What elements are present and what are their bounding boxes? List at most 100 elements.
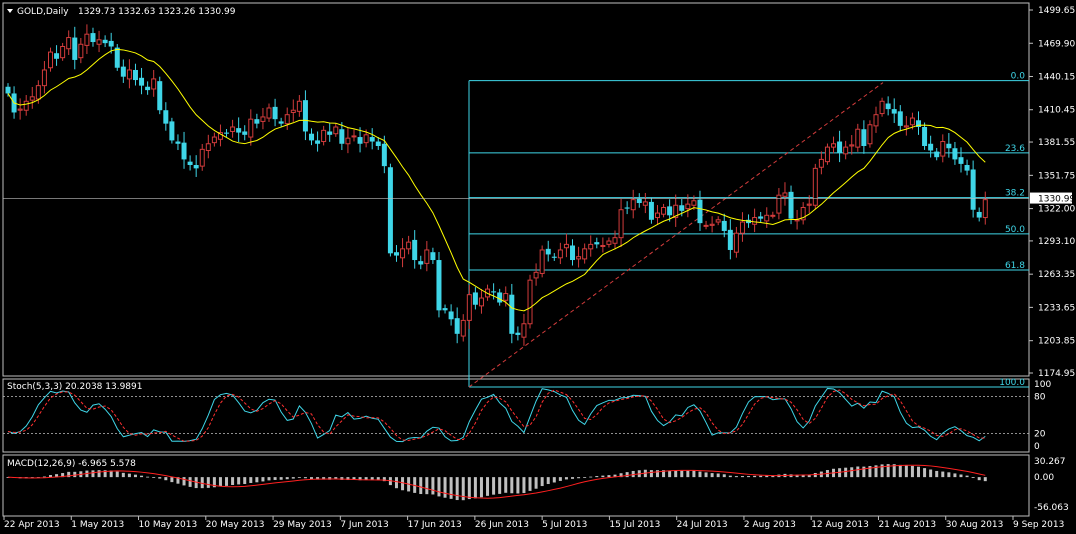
candle	[41, 61, 47, 94]
candle	[837, 130, 843, 163]
candle-body	[497, 292, 503, 303]
candle	[855, 123, 861, 152]
macd-histogram-bar	[886, 464, 890, 478]
candle	[551, 253, 557, 261]
candle	[879, 97, 885, 117]
candle	[521, 313, 527, 346]
macd-histogram-bar	[243, 477, 247, 485]
candle	[272, 98, 278, 127]
candle	[181, 131, 187, 169]
macd-histogram-bar	[801, 474, 805, 478]
candle-body	[764, 214, 770, 222]
candle-body	[922, 126, 928, 146]
candle	[126, 59, 132, 89]
price-tick-label: 1469.90	[1038, 39, 1075, 49]
candle-body	[837, 141, 843, 153]
macd-signal-line	[7, 464, 986, 499]
candle-body	[521, 323, 527, 338]
macd-histogram-bar	[370, 477, 374, 481]
candle-body	[812, 167, 818, 206]
candle-body	[630, 199, 636, 211]
macd-histogram-bar	[607, 475, 611, 478]
macd-histogram-bar	[200, 477, 204, 489]
candle-body	[788, 191, 794, 219]
candle	[66, 30, 72, 55]
candle-body	[66, 37, 72, 50]
candle	[782, 182, 788, 206]
candle	[667, 199, 673, 222]
candle	[812, 163, 818, 210]
macd-histogram-bar	[516, 477, 520, 494]
candle	[843, 140, 849, 160]
trendline[interactable]	[468, 82, 884, 388]
candle-body	[169, 121, 175, 141]
macd-histogram-bar	[710, 473, 714, 478]
candle-body	[102, 39, 108, 44]
candle-body	[357, 137, 363, 144]
candle	[709, 216, 715, 233]
candle	[278, 117, 284, 127]
candle-body	[78, 43, 84, 59]
macd-histogram-bar	[140, 475, 144, 478]
price-pane-frame	[2, 2, 1030, 377]
fib-level-label: 38.2	[1005, 189, 1025, 199]
time-tick-label: 29 May 2013	[273, 520, 332, 530]
candle-body	[824, 146, 830, 163]
candle	[418, 255, 424, 270]
macd-histogram-bar	[528, 477, 532, 491]
candle-body	[752, 217, 758, 225]
macd-histogram-bar	[479, 477, 483, 498]
macd-histogram-bar	[419, 477, 423, 495]
candle-body	[90, 33, 96, 43]
candle-body	[885, 103, 891, 110]
candle-body	[205, 143, 211, 151]
candle-body	[909, 117, 915, 126]
macd-histogram-bar	[941, 471, 945, 478]
candle	[509, 283, 515, 344]
candle	[576, 246, 582, 268]
candle	[284, 107, 290, 130]
fib-level-label: 61.8	[1005, 261, 1025, 271]
macd-histogram-bar	[340, 477, 344, 480]
time-tick-label: 12 Aug 2013	[811, 520, 869, 530]
macd-histogram-bar	[680, 470, 684, 478]
fib-level-label: 50.0	[1005, 225, 1025, 235]
macd-histogram-bar	[498, 477, 502, 494]
candle-body	[794, 219, 800, 222]
fib-level-label: 0.0	[1011, 72, 1026, 82]
macd-histogram-bar	[504, 477, 508, 493]
candle	[952, 141, 958, 165]
macd-histogram-bar	[352, 477, 356, 480]
time-axis: 22 Apr 2013 1 May 2013 10 May 2013 20 May 2…	[3, 516, 1064, 530]
macd-histogram-bar	[564, 477, 568, 480]
macd-histogram-bar	[121, 472, 125, 478]
macd-histogram-bar	[431, 477, 435, 495]
candle-body	[903, 125, 909, 128]
macd-histogram-bar	[686, 470, 690, 478]
time-tick-label: 21 Aug 2013	[878, 520, 936, 530]
candle	[351, 129, 357, 142]
candle	[715, 216, 721, 226]
macd-histogram-bar	[898, 464, 902, 478]
fibonacci-retracement[interactable]: 0.0 23.6 38.2 50.0 61.8 100.0	[468, 72, 1029, 388]
candle	[472, 287, 478, 310]
candle	[199, 143, 205, 171]
dropdown-triangle-icon[interactable]	[7, 9, 13, 13]
macd-histogram-bar	[255, 477, 259, 483]
macd-histogram-bar	[807, 474, 811, 478]
macd-histogram-bar	[425, 477, 429, 495]
candle	[236, 117, 242, 142]
candle	[582, 243, 588, 264]
candle-body	[242, 131, 248, 135]
macd-histogram-bar	[868, 466, 872, 478]
candle-body	[855, 128, 861, 148]
candle-body	[733, 232, 739, 253]
candle-body	[509, 294, 515, 334]
candle	[867, 120, 873, 148]
candle	[497, 288, 503, 306]
macd-histogram-bar	[716, 473, 720, 478]
macd-histogram-bar	[443, 477, 447, 498]
time-tick-label: 7 Jun 2013	[340, 520, 388, 530]
candle-body	[393, 252, 399, 256]
